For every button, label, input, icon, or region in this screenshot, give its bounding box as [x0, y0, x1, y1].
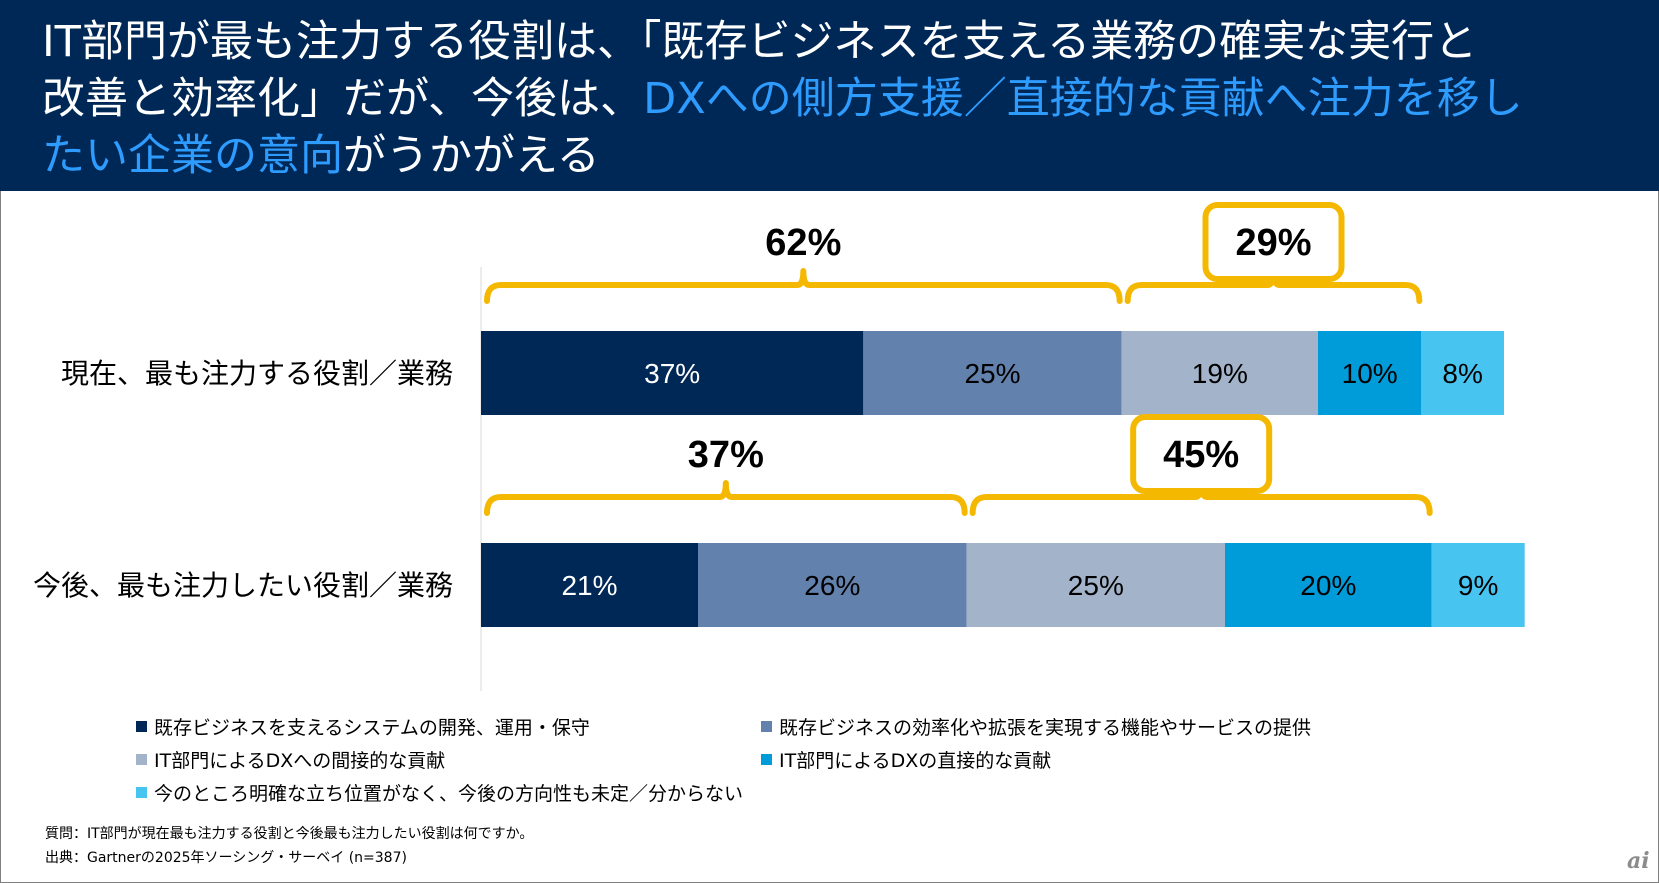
- bar-segment: [863, 331, 1122, 415]
- legend-item: IT部門によるDXへの間接的な貢献: [136, 746, 445, 773]
- ai-logo: ai: [1627, 848, 1650, 874]
- category-label: 今後、最も注力したい役割／業務: [33, 569, 453, 602]
- bar-segment: [698, 543, 967, 627]
- group-total-label: 45%: [1163, 434, 1239, 476]
- group-total-label: 62%: [765, 222, 841, 264]
- data-label: 8%: [1442, 358, 1482, 389]
- bar-segment: [1421, 331, 1504, 415]
- data-label: 25%: [964, 358, 1020, 389]
- legend-item: 既存ビジネスの効率化や拡張を実現する機能やサービスの提供: [761, 713, 1311, 740]
- bar-segment: [1318, 331, 1422, 415]
- data-label: 10%: [1342, 358, 1398, 389]
- title-line-2: 改善と効率化」だが、今後は、DXへの側方支援／直接的な貢献へ注力を移し: [42, 71, 1642, 128]
- slide-title: IT部門が最も注力する役割は、「既存ビジネスを支える業務の確実な実行と 改善と効…: [42, 14, 1642, 185]
- stacked-bar-chart: 現在、最も注力する役割／業務 37% 25% 19% 10% 8% 62% 29% 今後、最も注…: [33, 202, 1525, 691]
- data-label: 25%: [1068, 570, 1124, 601]
- legend-label: 既存ビジネスの効率化や拡張を実現する機能やサービスの提供: [779, 717, 1312, 739]
- legend-swatch: [136, 721, 147, 732]
- data-label: 21%: [561, 570, 617, 601]
- source-note: 出典：Gartnerの2025年ソーシング・サーベイ (n=387): [45, 850, 407, 866]
- title-line-2-normal: 改善と効率化」だが、今後は、: [42, 74, 644, 124]
- legend-label: IT部門によるDXへの間接的な貢献: [154, 750, 446, 772]
- legend-item: IT部門によるDXの直接的な貢献: [761, 746, 1051, 773]
- bar-segment: [1431, 543, 1525, 627]
- title-line-3: たい企業の意向がうかがえる: [42, 128, 1642, 185]
- category-label: 現在、最も注力する役割／業務: [61, 357, 453, 390]
- title-line-2-highlight: DXへの側方支援／直接的な貢献へ注力を移し: [643, 74, 1523, 124]
- legend-item: 今のところ明確な立ち位置がなく、今後の方向性も未定／分からない: [136, 779, 743, 806]
- group-total-box: [1202, 202, 1345, 282]
- bar-segment: [481, 543, 698, 627]
- bar-segment: [966, 543, 1225, 627]
- legend-swatch: [136, 787, 147, 798]
- title-line-1: IT部門が最も注力する役割は、「既存ビジネスを支える業務の確実な実行と: [42, 17, 1478, 67]
- data-label: 20%: [1300, 570, 1356, 601]
- legend-swatch: [761, 721, 772, 732]
- legend-label: 既存ビジネスを支えるシステムの開発、運用・保守: [154, 717, 590, 739]
- group-bracket: [484, 480, 968, 516]
- data-label: 26%: [804, 570, 860, 601]
- data-label: 19%: [1192, 358, 1248, 389]
- legend-label: 今のところ明確な立ち位置がなく、今後の方向性も未定／分からない: [154, 783, 744, 805]
- group-total-label: 37%: [688, 434, 764, 476]
- footnotes: 質問：IT部門が現在最も注力する役割と今後最も注力したい役割は何ですか。 出典：…: [45, 822, 533, 870]
- group-total-box: [1130, 414, 1273, 494]
- group-bracket: [484, 268, 1123, 304]
- legend-swatch: [136, 754, 147, 765]
- data-label: 37%: [644, 358, 700, 389]
- legend-item: 既存ビジネスを支えるシステムの開発、運用・保守: [136, 713, 590, 740]
- group-total-label: 29%: [1235, 222, 1311, 264]
- bar-segment: [481, 331, 864, 415]
- title-line-3-normal: がうかがえる: [343, 131, 600, 181]
- legend-swatch: [761, 754, 772, 765]
- data-label: 9%: [1458, 570, 1498, 601]
- bar-segment: [1121, 331, 1318, 415]
- survey-question-note: 質問：IT部門が現在最も注力する役割と今後最も注力したい役割は何ですか。: [45, 826, 534, 842]
- title-banner: IT部門が最も注力する役割は、「既存ビジネスを支える業務の確実な実行と 改善と効…: [0, 0, 1659, 191]
- legend-label: IT部門によるDXの直接的な貢献: [779, 750, 1052, 772]
- bar-segment: [1225, 543, 1432, 627]
- title-line-3-highlight: たい企業の意向: [42, 131, 343, 181]
